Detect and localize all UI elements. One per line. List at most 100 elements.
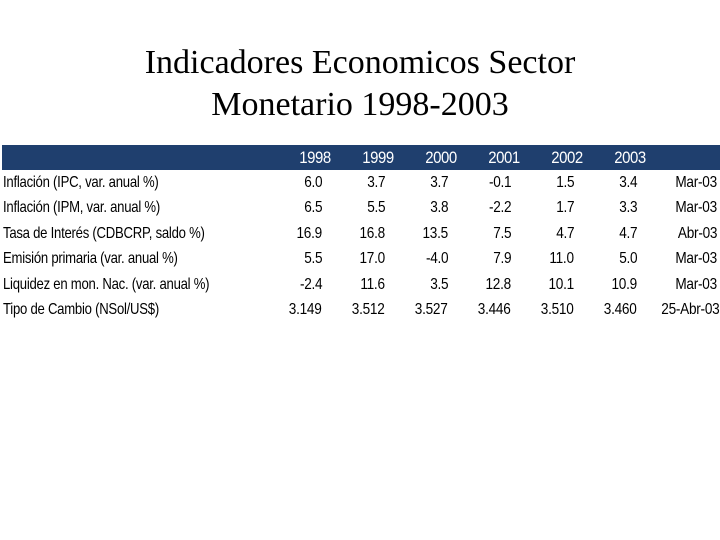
cell-value: 3.527 (415, 301, 448, 319)
cell-value: 3.4 (618, 173, 637, 191)
column-header: 2002 (551, 147, 583, 167)
row-label: Tipo de Cambio (NSol/US$) (3, 301, 159, 319)
value-cell: 5.0 (588, 247, 651, 273)
row-label-cell: Tipo de Cambio (NSol/US$) (2, 298, 274, 324)
row-date: Mar-03 (675, 173, 717, 191)
cell-value: -2.4 (299, 275, 323, 293)
cell-value: 1.5 (555, 173, 574, 191)
cell-value: 6.5 (303, 199, 322, 217)
cell-value: 11.6 (360, 275, 386, 293)
row-label: Inflación (IPM, var. anual %) (3, 199, 160, 217)
cell-value: 3.5 (429, 275, 448, 293)
cell-value: 3.149 (289, 301, 322, 319)
value-cell: 3.460 (588, 298, 651, 324)
date-cell: Mar-03 (651, 196, 720, 222)
value-cell: 5.5 (336, 196, 399, 222)
cell-value: 16.9 (296, 224, 323, 242)
cell-value: 7.9 (492, 250, 511, 268)
value-cell: 16.8 (336, 221, 399, 247)
date-cell: 25-Abr-03 (651, 298, 720, 324)
cell-value: 5.5 (366, 199, 385, 217)
value-cell: -0.1 (462, 170, 525, 196)
row-date: 25-Abr-03 (661, 301, 720, 319)
value-cell: 10.1 (525, 272, 588, 298)
column-header: 1998 (299, 147, 331, 167)
value-cell: 3.527 (399, 298, 462, 324)
table-header-row: 1998 1999 2000 2001 2002 2003 (2, 145, 720, 170)
cell-value: 6.0 (303, 173, 322, 191)
cell-value: 3.446 (478, 301, 511, 319)
cell-value: 3.8 (429, 199, 448, 217)
date-cell: Mar-03 (651, 272, 720, 298)
slide-title: Indicadores Economicos Sector Monetario … (60, 42, 660, 126)
table-row: Tipo de Cambio (NSol/US$) 3.149 3.512 3.527… (2, 298, 720, 324)
cell-value: 3.3 (618, 199, 637, 217)
cell-value: 11.0 (549, 250, 575, 268)
cell-value: 16.8 (359, 224, 386, 242)
table-body: Inflación (IPC, var. anual %) 6.0 3.7 3.7 -0… (2, 170, 720, 323)
value-cell: 1.7 (525, 196, 588, 222)
value-cell: 4.7 (588, 221, 651, 247)
cell-value: 4.7 (618, 224, 637, 242)
cell-value: 3.7 (366, 173, 385, 191)
row-date: Mar-03 (675, 250, 717, 268)
date-cell: Mar-03 (651, 247, 720, 273)
value-cell: 16.9 (274, 221, 336, 247)
row-label-cell: Inflación (IPM, var. anual %) (2, 196, 274, 222)
value-cell: 4.7 (525, 221, 588, 247)
value-cell: 3.4 (588, 170, 651, 196)
table-row: Liquidez en mon. Nac. (var. anual %) -2.4… (2, 272, 720, 298)
row-label: Liquidez en mon. Nac. (var. anual %) (3, 275, 210, 293)
table-row: Tasa de Interés (CDBCRP, saldo %) 16.9 16.… (2, 221, 720, 247)
indicators-table: 1998 1999 2000 2001 2002 2003 Inflación … (2, 145, 720, 323)
table-row: Emisión primaria (var. anual %) 5.5 17.0 -4… (2, 247, 720, 273)
cell-value: 12.8 (485, 275, 512, 293)
value-cell: 3.7 (336, 170, 399, 196)
date-cell: Mar-03 (651, 170, 720, 196)
value-cell: 3.149 (274, 298, 336, 324)
cell-value: 10.9 (611, 275, 638, 293)
cell-value: 4.7 (555, 224, 574, 242)
value-cell: 11.6 (336, 272, 399, 298)
row-label-cell: Liquidez en mon. Nac. (var. anual %) (2, 272, 274, 298)
cell-value: 13.5 (422, 224, 449, 242)
column-header: 2003 (614, 147, 646, 167)
value-cell: 17.0 (336, 247, 399, 273)
row-date: Mar-03 (675, 275, 717, 293)
value-cell: 3.5 (399, 272, 462, 298)
cell-value: -0.1 (488, 173, 512, 191)
column-header: 1999 (362, 147, 394, 167)
date-cell: Abr-03 (651, 221, 720, 247)
slide-title-line-2: Monetario 1998-2003 (211, 86, 509, 123)
cell-value: 5.5 (303, 250, 322, 268)
row-label-cell: Inflación (IPC, var. anual %) (2, 170, 274, 196)
column-header: 2001 (488, 147, 520, 167)
cell-value: 10.1 (548, 275, 575, 293)
cell-value: 3.7 (429, 173, 448, 191)
value-cell: 12.8 (462, 272, 525, 298)
cell-value: -2.2 (488, 199, 512, 217)
cell-value: 1.7 (555, 199, 574, 217)
row-date: Mar-03 (675, 199, 717, 217)
value-cell: 3.8 (399, 196, 462, 222)
row-date: Abr-03 (677, 224, 718, 242)
value-cell: 5.5 (274, 247, 336, 273)
row-label: Inflación (IPC, var. anual %) (3, 173, 159, 191)
slide-title-line-1: Indicadores Economicos Sector (144, 44, 576, 81)
value-cell: 3.512 (336, 298, 399, 324)
cell-value: 3.510 (541, 301, 574, 319)
value-cell: 13.5 (399, 221, 462, 247)
value-cell: 3.446 (462, 298, 525, 324)
value-cell: 1.5 (525, 170, 588, 196)
value-cell: 7.9 (462, 247, 525, 273)
cell-value: 5.0 (618, 250, 637, 268)
value-cell: 11.0 (525, 247, 588, 273)
value-cell: -4.0 (399, 247, 462, 273)
value-cell: 3.7 (399, 170, 462, 196)
table-row: Inflación (IPM, var. anual %) 6.5 5.5 3.8 -2… (2, 196, 720, 222)
value-cell: 6.5 (274, 196, 336, 222)
column-header: 2000 (425, 147, 457, 167)
cell-value: 3.460 (604, 301, 637, 319)
row-label: Tasa de Interés (CDBCRP, saldo %) (3, 224, 205, 242)
header-label-cell (35, 145, 274, 170)
